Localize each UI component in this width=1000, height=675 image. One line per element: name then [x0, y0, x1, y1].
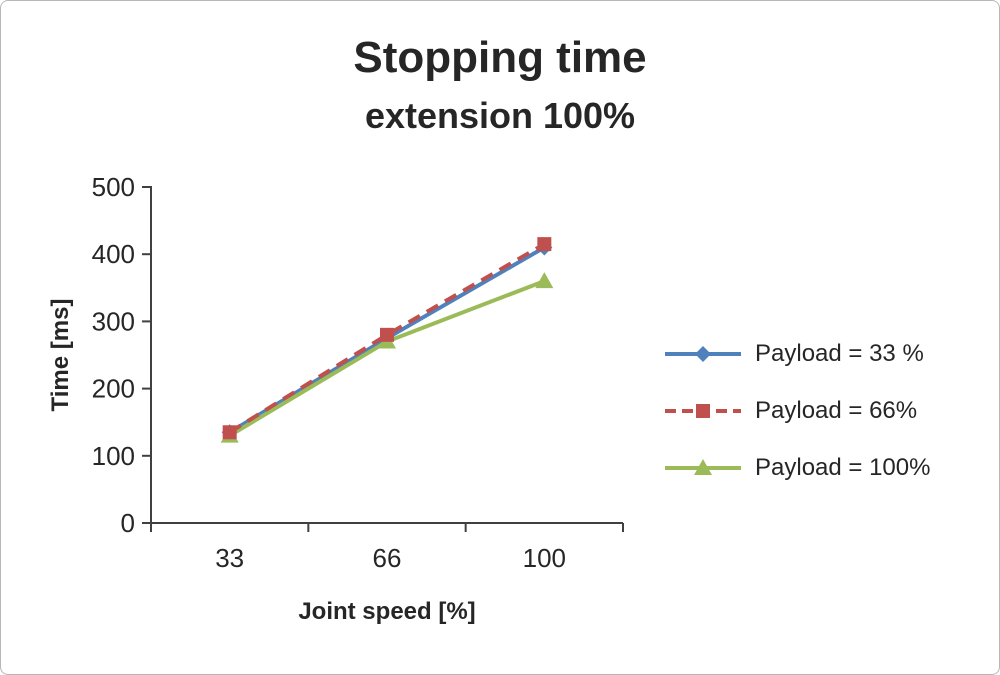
x-tick-label: 100 [523, 543, 566, 573]
x-tick-label: 66 [373, 543, 402, 573]
legend: Payload = 33 % Payload = 66% Payload = 100… [663, 339, 930, 483]
legend-item: Payload = 33 % [663, 339, 930, 369]
marker-square-icon [696, 404, 710, 418]
legend-label: Payload = 66% [755, 397, 918, 424]
y-axis-label: Time [ms] [47, 298, 74, 412]
legend-item: Payload = 66% [663, 396, 930, 426]
legend-item: Payload = 100% [663, 453, 930, 483]
y-tick-label: 200 [92, 374, 135, 404]
y-tick-label: 400 [92, 239, 135, 269]
marker-diamond-icon [695, 346, 711, 362]
chart-subtitle: extension 100% [364, 95, 636, 136]
y-tick-label: 100 [92, 441, 135, 471]
marker-triangle-icon [694, 459, 712, 475]
legend-label: Payload = 33 % [755, 340, 924, 367]
x-axis-label: Joint speed [%] [298, 598, 476, 625]
x-tick-label: 33 [215, 543, 244, 573]
legend-key-diamond-icon [665, 346, 741, 362]
marker-square-icon [537, 237, 552, 252]
legend-label: Payload = 100% [755, 454, 931, 481]
y-tick-label: 0 [121, 508, 135, 538]
marker-triangle-icon [535, 272, 554, 289]
series-line-3 [228, 279, 546, 438]
y-tick-label: 500 [92, 172, 135, 202]
series-line-2 [228, 242, 546, 434]
marker-square-icon [222, 425, 237, 440]
legend-key-triangle-icon [665, 459, 741, 475]
marker-square-icon [380, 327, 394, 342]
legend-key-square-icon [665, 404, 741, 418]
y-tick-label: 300 [92, 306, 135, 336]
chart-title: Stopping time [353, 33, 647, 82]
